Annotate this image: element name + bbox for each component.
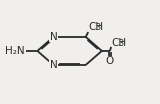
Text: CH: CH <box>112 38 127 48</box>
Text: 3: 3 <box>119 39 124 48</box>
Text: 3: 3 <box>96 23 101 32</box>
Text: N: N <box>50 60 57 70</box>
Text: H₂N: H₂N <box>5 46 25 56</box>
Text: O: O <box>106 56 114 66</box>
Text: CH: CH <box>89 22 104 32</box>
Text: N: N <box>50 32 57 42</box>
Text: H: H <box>16 46 22 55</box>
